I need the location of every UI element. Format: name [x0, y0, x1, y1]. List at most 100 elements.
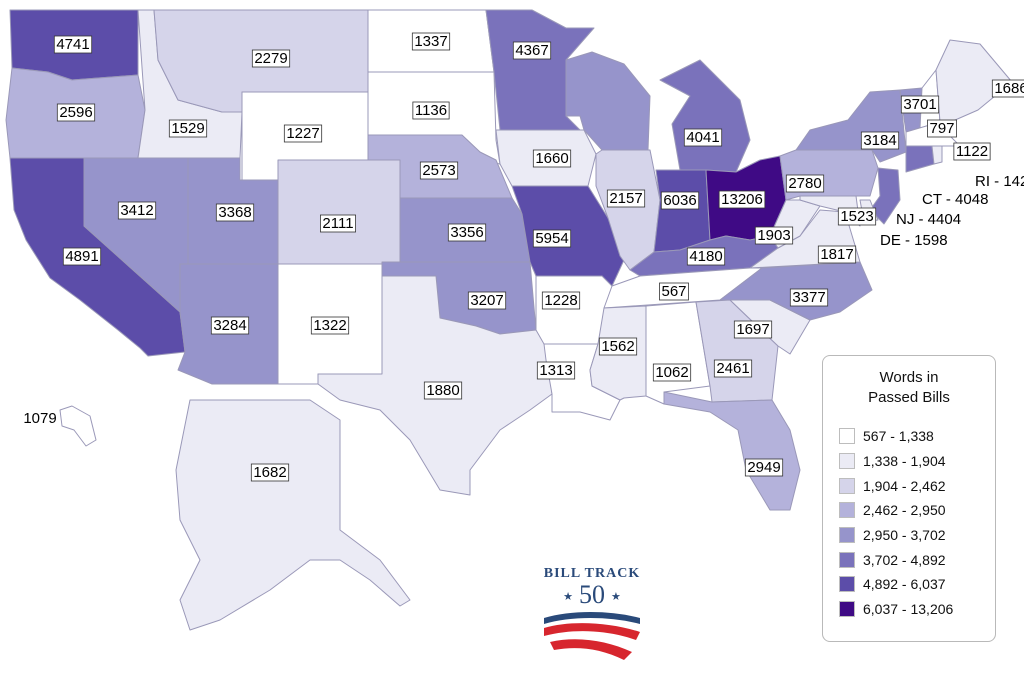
label-box [53, 35, 93, 54]
state-label-IA: 1660 [532, 149, 572, 168]
state-value-DE: DE - 1598 [880, 232, 948, 249]
state-IL[interactable] [595, 149, 661, 271]
state-value-OR: 2596 [59, 104, 92, 121]
legend-row: 6,037 - 13,206 [823, 597, 995, 622]
state-label-MO: 5954 [532, 229, 572, 248]
state-value-SD: 1136 [415, 102, 447, 119]
state-label-NM: 1322 [310, 316, 350, 335]
label-box [56, 103, 96, 122]
state-value-KS: 3356 [450, 224, 483, 241]
label-box [789, 288, 829, 307]
state-value-FL: 2949 [747, 459, 780, 476]
label-box [419, 161, 459, 180]
state-label-OR: 2596 [56, 103, 96, 122]
label-box [953, 142, 991, 161]
state-value-PA: 2780 [788, 175, 821, 192]
state-value-NH: 797 [929, 120, 954, 137]
state-value-TN: 567 [661, 283, 686, 300]
label-box [686, 247, 726, 266]
state-CT[interactable] [905, 145, 935, 173]
label-box [733, 320, 773, 339]
state-value-MN: 4367 [515, 42, 548, 59]
state-value-MT: 2279 [254, 50, 287, 67]
state-label-AZ: 3284 [210, 316, 250, 335]
label-box [168, 119, 208, 138]
label-box [532, 229, 572, 248]
legend-range-label: 567 - 1,338 [863, 428, 934, 445]
state-label-VA: 1817 [817, 245, 857, 264]
label-box [683, 128, 723, 147]
label-box [117, 201, 157, 220]
legend-swatch [839, 527, 855, 544]
legend-row: 2,462 - 2,950 [823, 498, 995, 523]
legend: Words in Passed Bills 567 - 1,338 1,338 -… [822, 355, 996, 642]
state-label-NC: 3377 [789, 288, 829, 307]
legend-row: 567 - 1,338 [823, 424, 995, 449]
label-box [210, 316, 250, 335]
label-box [62, 247, 102, 266]
state-label-MS: 1562 [598, 337, 638, 356]
state-label-SD: 1136 [412, 101, 450, 120]
state-IN[interactable] [653, 169, 711, 253]
state-AK[interactable] [175, 399, 411, 631]
label-box [900, 95, 940, 114]
state-value-LA: 1313 [539, 362, 572, 379]
legend-swatch [839, 428, 855, 445]
label-box [754, 226, 794, 245]
label-box [215, 203, 255, 222]
state-label-FL: 2949 [744, 458, 784, 477]
state-label-CA: 4891 [62, 247, 102, 266]
state-label-TX: 1880 [423, 381, 463, 400]
label-box [785, 174, 825, 193]
state-value-AZ: 3284 [213, 317, 246, 334]
state-value-WA: 4741 [56, 36, 89, 53]
state-label-IL: 2157 [606, 189, 646, 208]
state-MI[interactable] [659, 59, 751, 173]
label-box [250, 463, 290, 482]
state-NJ[interactable] [869, 167, 901, 225]
flag-stripes-icon [544, 612, 640, 661]
logo-text-bill-track: BILL TRACK [543, 566, 641, 581]
state-value-MD: 1523 [840, 208, 873, 225]
state-value-SC: 1697 [736, 321, 769, 338]
state-label-RI: RI - 1425 [975, 173, 1024, 190]
state-value-ND: 1337 [414, 33, 447, 50]
legend-swatch [839, 576, 855, 593]
state-value-MS: 1562 [601, 338, 634, 355]
state-label-NV: 3412 [117, 201, 157, 220]
label-box [837, 207, 877, 226]
state-value-RI: RI - 1425 [975, 173, 1024, 190]
state-value-MI: 4041 [686, 129, 719, 146]
legend-swatch [839, 601, 855, 618]
state-CO[interactable] [277, 159, 401, 265]
label-box [713, 359, 753, 378]
state-FL[interactable] [663, 391, 801, 511]
state-RI[interactable] [931, 145, 943, 165]
legend-range-label: 4,892 - 6,037 [863, 576, 946, 593]
state-value-VT: 3701 [903, 96, 936, 113]
state-value-AK: 1682 [253, 464, 286, 481]
state-value-GA: 2461 [716, 360, 749, 377]
state-label-AK: 1682 [250, 463, 290, 482]
state-label-KS: 3356 [447, 223, 487, 242]
logo-number: ★ 50 ★ [540, 582, 644, 610]
state-label-DE: DE - 1598 [880, 232, 948, 249]
label-box [423, 381, 463, 400]
legend-row: 3,702 - 4,892 [823, 547, 995, 572]
state-label-KY: 4180 [686, 247, 726, 266]
state-value-CA: 4891 [65, 248, 98, 265]
label-box [659, 282, 689, 301]
state-value-NY: 3184 [863, 132, 896, 149]
label-box [467, 291, 507, 310]
state-value-AR: 1228 [544, 292, 577, 309]
state-value-OK: 3207 [470, 292, 503, 309]
state-value-NM: 1322 [313, 317, 346, 334]
state-label-GA: 2461 [713, 359, 753, 378]
label-box [320, 214, 356, 233]
state-HI[interactable] [59, 405, 97, 447]
state-label-OH: 13206 [718, 190, 766, 209]
legend-title-line2: Passed Bills [868, 389, 950, 406]
label-box [860, 131, 900, 150]
state-value-IA: 1660 [535, 150, 568, 167]
label-box [744, 458, 784, 477]
